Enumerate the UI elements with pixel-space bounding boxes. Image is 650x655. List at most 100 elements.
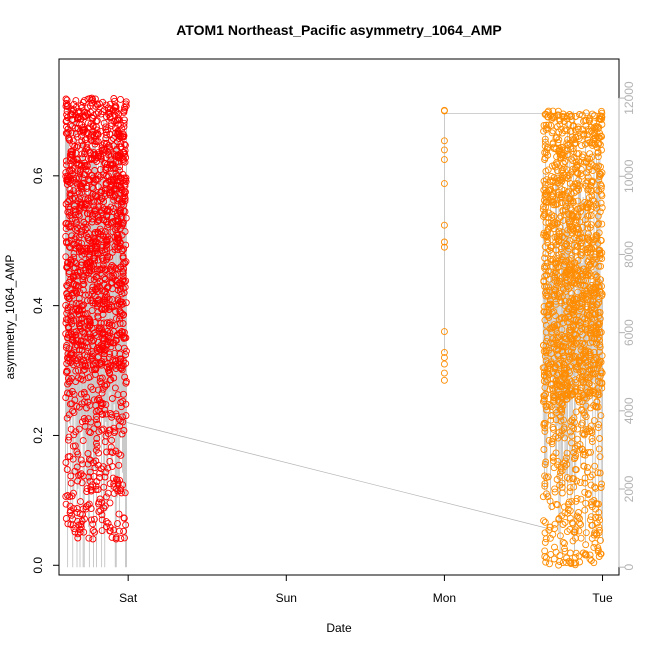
y-tick-label: 0.6 [31, 167, 45, 184]
data-point [121, 141, 129, 149]
data-point [64, 282, 71, 290]
data-point [541, 461, 549, 468]
data-point [573, 435, 581, 443]
data-point [71, 396, 79, 404]
data-point [562, 199, 569, 207]
data-point [69, 141, 77, 149]
data-point [542, 357, 550, 365]
data-point [556, 532, 564, 540]
data-point [560, 234, 568, 242]
data-point [575, 527, 583, 535]
data-point [79, 141, 87, 149]
data-point [72, 260, 80, 268]
data-point [102, 518, 110, 526]
data-point [594, 149, 602, 157]
data-point [541, 424, 549, 432]
data-point [563, 112, 571, 120]
data-point [598, 480, 605, 488]
data-point [567, 439, 575, 447]
data-point [87, 418, 95, 426]
data-point [545, 283, 553, 291]
data-point [549, 435, 557, 443]
data-point [106, 114, 114, 122]
data-point [591, 462, 599, 470]
data-point [541, 384, 549, 392]
data-point [556, 468, 564, 476]
data-point [114, 391, 122, 399]
data-point [564, 271, 572, 279]
data-point [586, 551, 594, 559]
data-point [549, 193, 557, 201]
data-point [581, 474, 589, 482]
data-point [564, 308, 572, 316]
data-point [582, 413, 590, 421]
data-point [596, 309, 604, 316]
data-point [108, 462, 116, 470]
data-point [93, 218, 101, 226]
data-point [581, 411, 589, 419]
data-point [570, 154, 578, 162]
data-point [76, 127, 84, 135]
data-point [548, 129, 556, 137]
data-point [552, 548, 560, 556]
data-point [440, 376, 448, 384]
data-point [583, 326, 591, 334]
data-point [68, 167, 76, 175]
data-point [99, 310, 107, 318]
data-point [593, 164, 601, 172]
data-point [72, 211, 79, 219]
data-point [551, 219, 559, 227]
data-point [86, 206, 93, 214]
data-point [568, 498, 576, 506]
data-point [581, 140, 589, 148]
data-point [560, 164, 568, 172]
y-right-tick-label: 12000 [622, 81, 636, 115]
data-point [565, 171, 573, 179]
data-point [74, 534, 82, 542]
data-point [586, 339, 594, 347]
data-point [90, 238, 98, 246]
data-point [559, 292, 567, 300]
data-point [77, 261, 85, 269]
data-point [553, 153, 561, 161]
data-point [560, 211, 568, 219]
data-point [70, 338, 78, 346]
data-point [106, 368, 114, 376]
data-point [562, 454, 570, 462]
data-point [91, 286, 99, 294]
data-point [569, 520, 577, 528]
data-point [561, 539, 568, 547]
data-point [598, 249, 606, 257]
data-point [588, 438, 596, 446]
data-point [86, 468, 94, 476]
data-point [96, 100, 103, 108]
data-point [554, 107, 562, 115]
data-point [542, 250, 550, 257]
data-point [85, 155, 92, 163]
data-point [564, 217, 572, 225]
data-point [112, 159, 120, 166]
data-point [588, 503, 596, 511]
data-point [81, 330, 89, 338]
data-point [595, 219, 603, 227]
data-point [112, 410, 120, 418]
data-point [104, 464, 112, 472]
data-point [589, 471, 596, 479]
data-point [118, 430, 126, 438]
data-point [583, 158, 591, 166]
data-point [549, 454, 557, 462]
data-point [543, 346, 551, 354]
data-point [588, 429, 596, 436]
data-point [596, 469, 604, 477]
data-point [73, 143, 81, 151]
data-point [69, 442, 77, 450]
data-point [122, 378, 130, 385]
data-point [93, 442, 101, 450]
data-point [550, 113, 558, 121]
data-point [561, 258, 569, 266]
data-point [574, 425, 581, 433]
data-point [584, 272, 592, 279]
data-point [581, 506, 589, 514]
data-point [542, 292, 550, 300]
data-point [74, 366, 82, 374]
